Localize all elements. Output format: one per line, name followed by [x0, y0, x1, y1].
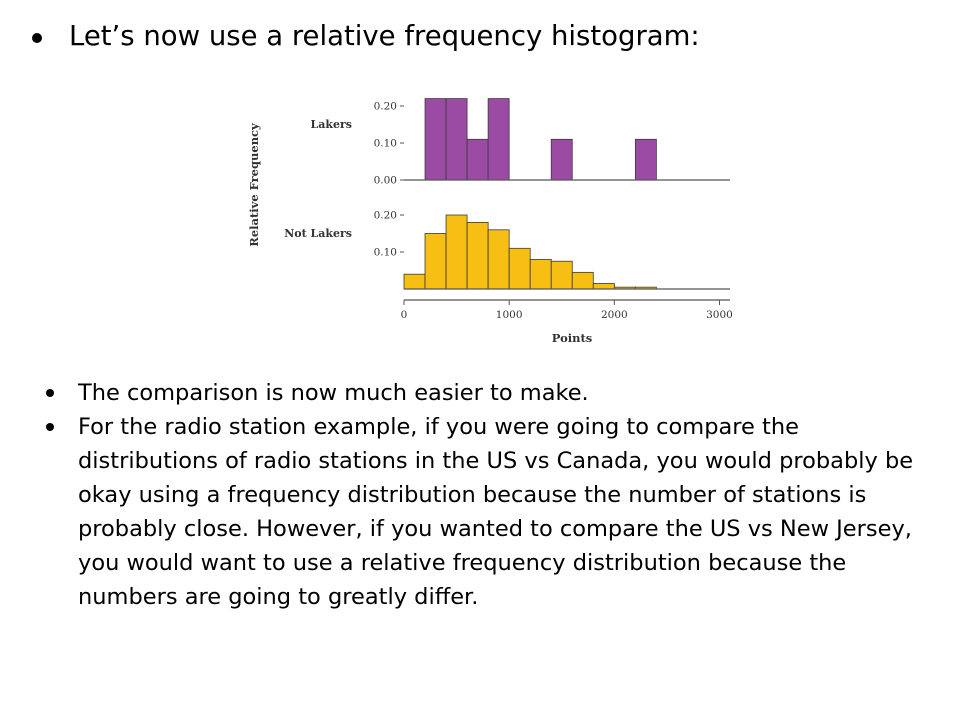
histogram-bar-lakers	[487, 98, 510, 181]
relative-frequency-histogram: 0.00 0.10 0.20 Lakers 0.10 0.20 Not Lakers 0 100…	[247, 98, 733, 345]
histogram-bar-not-lakers	[550, 260, 573, 290]
histogram-bar-lakers	[445, 98, 468, 181]
bullet-dot	[46, 389, 54, 397]
histogram-bar-not-lakers	[571, 271, 594, 290]
histogram-bar-not-lakers	[487, 229, 510, 290]
x-axis-label: Points	[552, 331, 593, 345]
histogram-bar-not-lakers	[424, 233, 447, 290]
y-axis-label: Relative Frequency	[247, 123, 261, 247]
y-tick-label: 0.10	[374, 138, 397, 150]
y-tick-label: 0.10	[374, 247, 397, 259]
y-tick-label: 0.20	[374, 101, 397, 113]
x-tick-label: 1000	[496, 309, 523, 321]
histogram-bar-not-lakers	[403, 273, 426, 290]
y-tick-label: 0.00	[374, 175, 397, 187]
x-tick-label: 0	[401, 309, 408, 321]
histogram-bar-not-lakers	[445, 214, 468, 290]
histogram-bar-not-lakers	[592, 283, 615, 290]
bullet-dot	[46, 423, 54, 431]
histogram-bar-lakers	[466, 138, 489, 181]
histogram-bar-not-lakers	[529, 258, 552, 290]
body-bullet-list: The comparison is now much easier to mak…	[46, 376, 936, 614]
histogram-bar-not-lakers	[508, 247, 531, 290]
histogram-bar-lakers	[424, 98, 447, 181]
body-bullet-1: The comparison is now much easier to mak…	[46, 376, 936, 410]
y-tick-label: 0.20	[374, 210, 397, 222]
title-bullet-text: Let’s now use a relative frequency histo…	[69, 20, 700, 52]
title-bullet: Let’s now use a relative frequency histo…	[32, 20, 700, 52]
histogram-bar-lakers	[634, 138, 657, 181]
histogram-bar-lakers	[550, 138, 573, 181]
x-tick-label: 3000	[706, 309, 733, 321]
panel-label: Not Lakers	[284, 227, 352, 240]
histogram-bar-not-lakers	[466, 221, 489, 290]
bullet-dot	[32, 33, 42, 43]
body-bullet-2: For the radio station example, if you we…	[46, 410, 936, 614]
body-bullet-text: The comparison is now much easier to mak…	[78, 380, 589, 406]
body-bullet-text: For the radio station example, if you we…	[78, 414, 914, 610]
panel-label: Lakers	[311, 118, 352, 131]
x-tick-label: 2000	[601, 309, 628, 321]
